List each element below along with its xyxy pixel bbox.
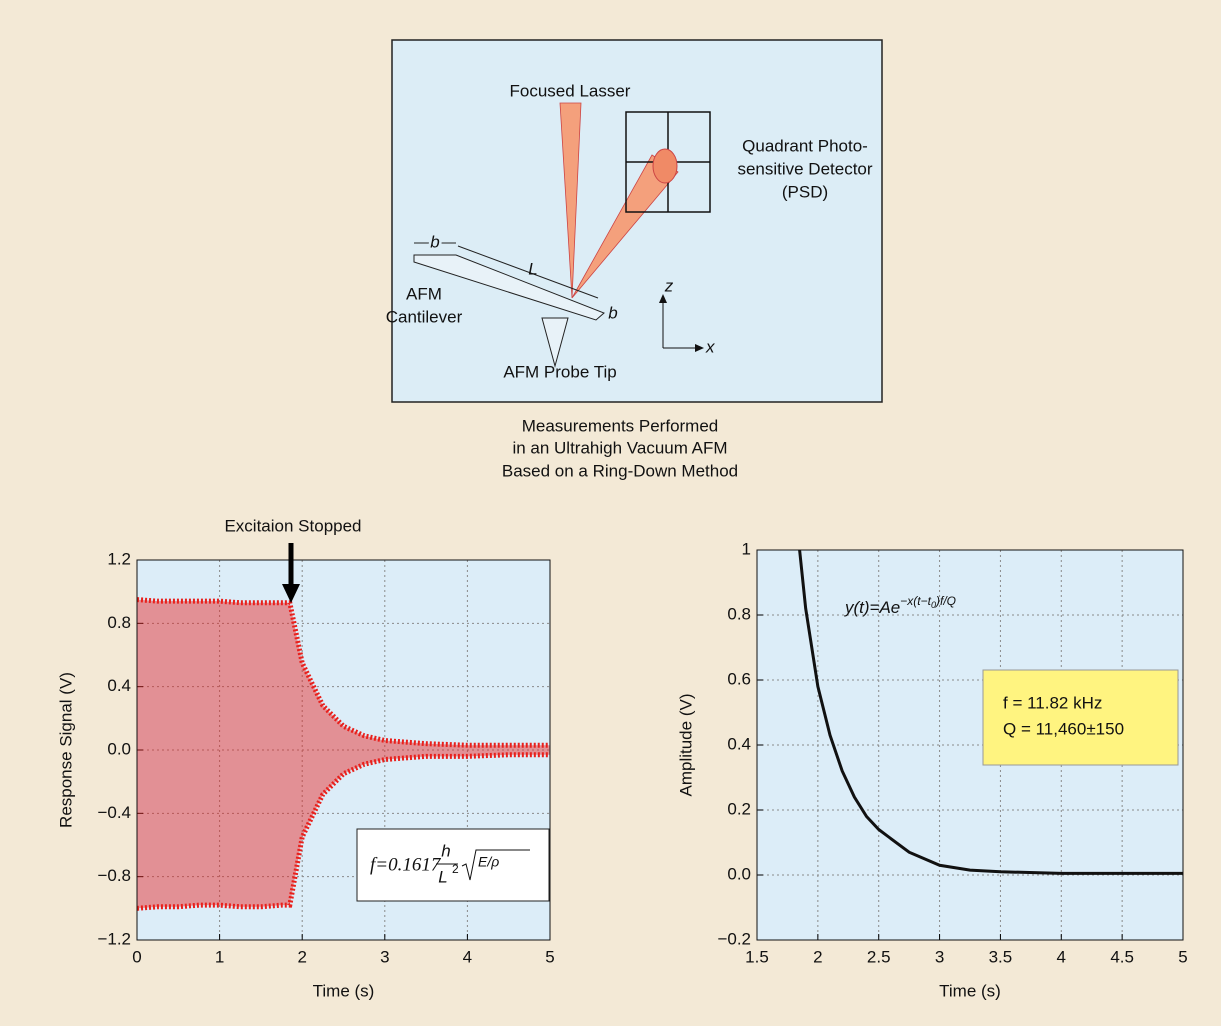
detector-label: Quadrant Photo-: [742, 136, 868, 155]
laser-spot: [652, 148, 678, 184]
plot-frame: [136, 559, 551, 941]
x-axis-label: Time (s): [313, 981, 375, 1000]
x-axis-label: Time (s): [939, 981, 1001, 1000]
x-tick-label: 2: [297, 947, 306, 966]
laser-label: Focused Lasser: [510, 81, 631, 100]
formula: f=0.1617: [370, 854, 442, 875]
x-tick-label: 5: [1178, 947, 1187, 966]
y-tick-label: 0.6: [727, 669, 751, 688]
thickness-label: b: [608, 303, 617, 322]
length-label: L: [528, 259, 537, 278]
arrowhead: [695, 344, 704, 352]
plot-frame: [756, 549, 1184, 941]
x-tick-label: 4.5: [1110, 947, 1134, 966]
x-tick-label: 1.5: [745, 947, 769, 966]
y-tick-label: 1.2: [107, 549, 131, 568]
z-label: z: [664, 276, 674, 295]
y-tick-label: −0.2: [717, 929, 751, 948]
y-tick-label: 0.8: [107, 613, 131, 632]
arrowhead: [659, 294, 667, 303]
caption: Measurements Performed: [522, 416, 719, 435]
formula: E/ρ: [478, 854, 499, 870]
signal-band-fill: [137, 599, 550, 909]
equation-part: )f/Q: [934, 594, 956, 608]
equation-part: −x(t−t: [900, 594, 931, 608]
y-tick-label: −0.4: [97, 803, 131, 822]
detector-label: (PSD): [782, 182, 828, 201]
formula: L: [438, 867, 447, 886]
y-tick-label: 0.2: [727, 799, 751, 818]
y-tick-label: 0.4: [727, 734, 751, 753]
x-tick-label: 2.5: [867, 947, 891, 966]
x-tick-label: 3: [380, 947, 389, 966]
annotation-arrowhead: [282, 584, 300, 603]
x-tick-label: 3.5: [989, 947, 1013, 966]
annotation: Excitaion Stopped: [224, 516, 361, 535]
equation-part: 0: [931, 600, 936, 610]
formula-box: [356, 828, 550, 902]
x-tick-label: 5: [545, 947, 554, 966]
dimension: [457, 245, 599, 299]
detector-label: sensitive Detector: [737, 159, 872, 178]
x-tick-label: 3: [935, 947, 944, 966]
sqrt-sign: [461, 849, 530, 881]
parameter-f: f = 11.82 kHz: [1003, 693, 1102, 712]
y-tick-label: 1: [742, 539, 751, 558]
y-axis-label: Response Signal (V): [56, 672, 75, 828]
y-tick-label: −0.8: [97, 866, 131, 885]
y-tick-label: 0.4: [107, 676, 131, 695]
x-tick-label: 1: [215, 947, 224, 966]
x-label: x: [705, 337, 715, 356]
y-tick-label: 0.8: [727, 604, 751, 623]
caption: Based on a Ring-Down Method: [502, 461, 738, 480]
probe-tip: [541, 317, 569, 368]
formula: h: [441, 841, 450, 860]
equation-part: y(t)=Ae: [844, 598, 900, 617]
tip-label: AFM Probe Tip: [503, 362, 616, 381]
x-tick-label: 0: [132, 947, 141, 966]
y-axis-label: Amplitude (V): [676, 694, 695, 797]
width-label: b: [430, 232, 439, 251]
cantilever-label: AFM: [406, 284, 442, 303]
parameter-q: Q = 11,460±150: [1003, 719, 1124, 738]
formula: 2: [452, 862, 459, 876]
caption: in an Ultrahigh Vacuum AFM: [512, 438, 727, 457]
parameter-box: [982, 669, 1179, 766]
cantilever-label: Cantilever: [386, 307, 463, 326]
laser-beam: [559, 102, 582, 299]
equation: y(t)=Ae−x(t−t0)f/Q: [844, 594, 956, 617]
y-tick-label: 0.0: [107, 739, 131, 758]
y-tick-label: −1.2: [97, 929, 131, 948]
x-tick-label: 2: [813, 947, 822, 966]
x-tick-label: 4: [1057, 947, 1066, 966]
x-tick-label: 4: [463, 947, 472, 966]
decay-curve: [798, 549, 1183, 875]
y-tick-label: 0.0: [727, 864, 751, 883]
